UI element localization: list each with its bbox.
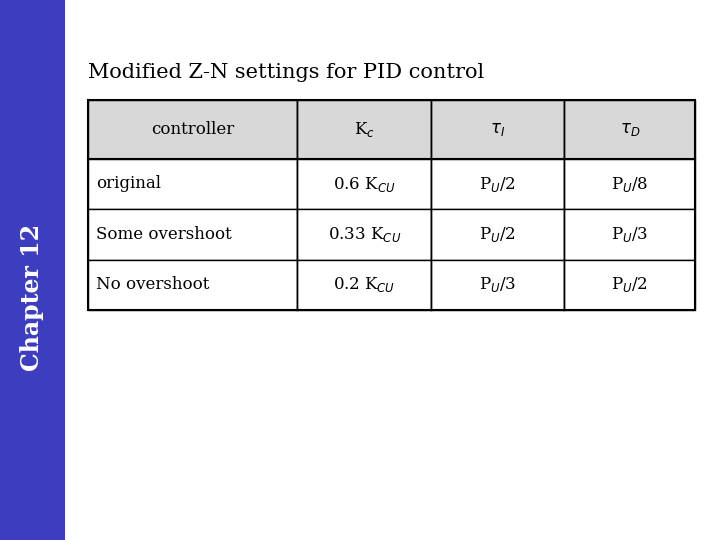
Bar — [88, 100, 297, 159]
Bar — [431, 209, 564, 260]
Text: P$_U$/8: P$_U$/8 — [611, 174, 648, 193]
Text: P$_U$/2: P$_U$/2 — [480, 174, 516, 193]
Bar — [431, 260, 564, 310]
Bar — [431, 100, 564, 159]
Text: P$_U$/3: P$_U$/3 — [479, 275, 516, 294]
Bar — [88, 159, 297, 209]
Text: K$_c$: K$_c$ — [354, 120, 374, 139]
Bar — [297, 159, 431, 209]
Bar — [564, 209, 695, 260]
Text: Modified Z-N settings for PID control: Modified Z-N settings for PID control — [88, 63, 485, 82]
Bar — [88, 260, 297, 310]
Text: P$_U$/3: P$_U$/3 — [611, 225, 649, 244]
Bar — [297, 100, 431, 159]
Text: P$_U$/2: P$_U$/2 — [480, 225, 516, 244]
Text: 0.33 K$_{CU}$: 0.33 K$_{CU}$ — [328, 225, 401, 244]
Text: 0.6 K$_{CU}$: 0.6 K$_{CU}$ — [333, 174, 395, 193]
Bar — [88, 209, 297, 260]
Text: original: original — [96, 176, 161, 192]
Bar — [297, 260, 431, 310]
Text: P$_U$/2: P$_U$/2 — [611, 275, 648, 294]
Text: $\tau_I$: $\tau_I$ — [490, 121, 505, 138]
Bar — [564, 159, 695, 209]
Bar — [564, 100, 695, 159]
Text: 0.2 K$_{CU}$: 0.2 K$_{CU}$ — [333, 275, 395, 294]
Text: controller: controller — [151, 121, 234, 138]
Bar — [297, 209, 431, 260]
Bar — [564, 260, 695, 310]
Text: No overshoot: No overshoot — [96, 276, 210, 293]
Bar — [0, 0, 65, 540]
Text: $\tau_D$: $\tau_D$ — [619, 121, 640, 138]
Text: Chapter 12: Chapter 12 — [20, 224, 45, 370]
Bar — [431, 159, 564, 209]
Bar — [88, 100, 695, 310]
Text: Some overshoot: Some overshoot — [96, 226, 232, 243]
